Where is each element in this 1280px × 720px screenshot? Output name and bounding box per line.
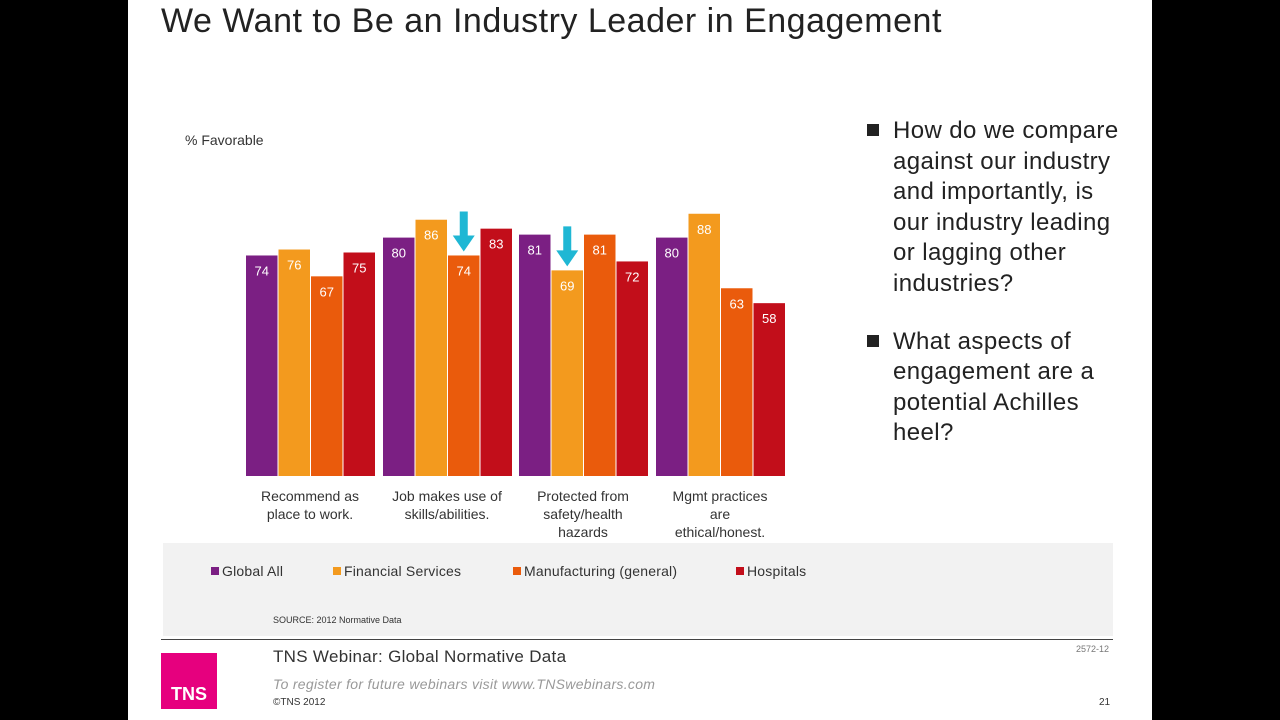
x-tick-label: ethical/honest. xyxy=(675,524,765,540)
bar-0-3 xyxy=(343,252,375,476)
bar-3-3 xyxy=(753,303,785,476)
bar-3-0 xyxy=(656,237,688,476)
legend-item-hospitals: Hospitals xyxy=(736,563,806,579)
bullet-text: What aspects of engagement are a potenti… xyxy=(893,327,1095,447)
source-note: SOURCE: 2012 Normative Data xyxy=(273,615,402,625)
bullet-square-icon xyxy=(867,334,879,347)
x-tick-label: are xyxy=(710,506,730,522)
data-label: 86 xyxy=(424,228,438,243)
bar-0-0 xyxy=(246,255,278,476)
bar-2-2 xyxy=(584,234,616,476)
footer-title: TNS Webinar: Global Normative Data xyxy=(273,647,567,666)
data-label: 72 xyxy=(625,269,639,284)
data-label: 75 xyxy=(352,261,366,276)
tns-logo: TNS xyxy=(161,653,217,709)
bullet-item: What aspects of engagement are a potenti… xyxy=(865,327,1125,449)
bullet-item: How do we compare against our industry a… xyxy=(865,116,1125,300)
highlight-arrow-icon xyxy=(556,226,579,267)
legend: Global All Financial Services Manufactur… xyxy=(163,543,1113,636)
data-label: 81 xyxy=(593,243,607,258)
legend-swatch xyxy=(513,567,521,575)
bar-0-2 xyxy=(311,276,343,476)
legend-swatch xyxy=(736,567,744,575)
data-label: 69 xyxy=(560,278,574,293)
bar-3-2 xyxy=(721,288,753,476)
data-label: 88 xyxy=(697,222,711,237)
bar-2-0 xyxy=(519,234,551,476)
bar-2-3 xyxy=(616,261,648,476)
copyright: ©TNS 2012 xyxy=(273,697,326,708)
slide: We Want to Be an Industry Leader in Enga… xyxy=(128,0,1152,720)
page-number: 21 xyxy=(1099,697,1111,708)
bar-1-1 xyxy=(415,219,447,476)
data-label: 67 xyxy=(320,284,334,299)
data-label: 80 xyxy=(665,246,679,261)
legend-label: Financial Services xyxy=(344,563,462,579)
x-tick-label: safety/health xyxy=(543,506,622,522)
bullet-square-icon xyxy=(867,124,879,136)
bar-1-0 xyxy=(383,237,415,476)
data-label: 81 xyxy=(528,243,542,258)
data-label: 63 xyxy=(730,296,744,311)
bar-0-1 xyxy=(278,249,310,476)
x-tick-label: place to work. xyxy=(267,506,353,522)
x-tick-label: skills/abilities. xyxy=(405,506,490,522)
bar-2-1 xyxy=(551,270,583,476)
legend-item-manufacturing: Manufacturing (general) xyxy=(513,563,677,579)
bar-1-3 xyxy=(480,228,512,476)
bullet-text: How do we compare against our industry a… xyxy=(893,117,1119,297)
x-tick-label: Recommend as xyxy=(261,488,359,504)
legend-label: Global All xyxy=(222,563,284,579)
bar-3-1 xyxy=(688,213,720,476)
bar-1-2 xyxy=(448,255,480,476)
slide-title: We Want to Be an Industry Leader in Enga… xyxy=(161,2,942,40)
x-tick-label: hazards xyxy=(558,524,608,540)
slide-code: 2572-12 xyxy=(1076,644,1110,654)
footer-subtitle: To register for future webinars visit ww… xyxy=(273,676,656,692)
legend-swatch xyxy=(333,567,341,575)
legend-label: Hospitals xyxy=(747,563,807,579)
data-label: 83 xyxy=(489,237,503,252)
legend-item-global-all: Global All xyxy=(211,563,283,579)
data-label: 74 xyxy=(255,263,269,278)
footer-divider xyxy=(161,639,1113,640)
data-label: 74 xyxy=(457,263,471,278)
y-axis-label: % Favorable xyxy=(185,132,264,148)
highlight-arrow-icon xyxy=(452,211,475,252)
data-label: 58 xyxy=(762,311,776,326)
data-label: 80 xyxy=(392,246,406,261)
data-label: 76 xyxy=(287,258,301,273)
bar-chart: % Favorable 74 80 81 80 76 86 69 88 67 74 81 63 75 83 7… xyxy=(185,132,785,540)
bullet-list: How do we compare against our industry a… xyxy=(865,116,1125,476)
legend-swatch xyxy=(211,567,219,575)
legend-label: Manufacturing (general) xyxy=(524,563,678,579)
logo-text: TNS xyxy=(171,684,207,704)
x-tick-label: Protected from xyxy=(537,488,629,504)
legend-item-financial-services: Financial Services xyxy=(333,563,461,579)
x-tick-label: Job makes use of xyxy=(392,488,502,504)
x-tick-label: Mgmt practices xyxy=(673,488,768,504)
